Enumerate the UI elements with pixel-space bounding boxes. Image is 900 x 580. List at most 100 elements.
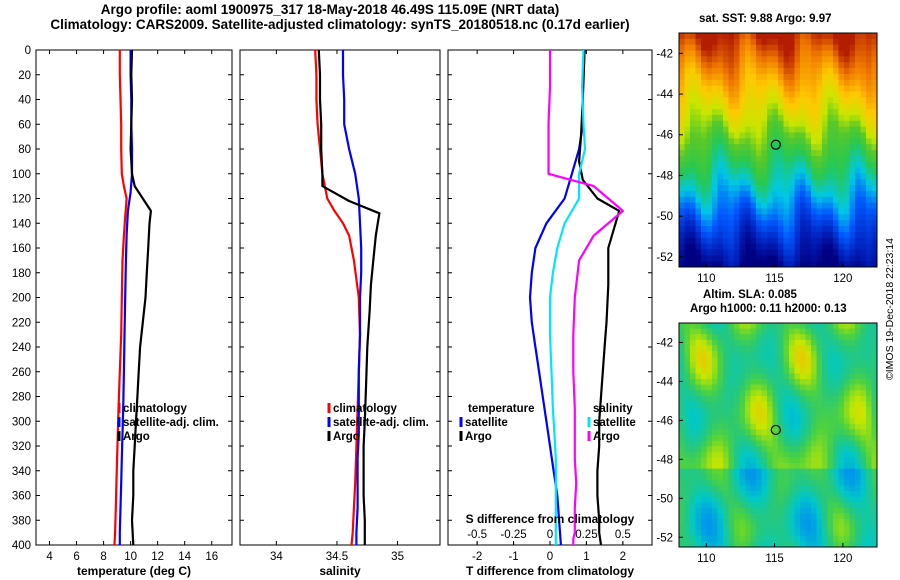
map-cell <box>855 214 861 221</box>
s-diff-tick-label: 0.25 <box>575 529 597 541</box>
map-cell <box>728 231 735 239</box>
map-cell <box>783 535 790 542</box>
map-cell <box>756 202 762 209</box>
map-cell <box>728 79 735 87</box>
map-cell <box>866 202 872 209</box>
map-cell <box>794 226 801 233</box>
map-cell <box>750 214 757 221</box>
map-cell <box>816 507 823 514</box>
map-cell <box>805 530 812 537</box>
map-cell <box>728 97 735 104</box>
map-cell <box>690 226 696 233</box>
map-cell <box>717 524 724 531</box>
map-cell <box>734 339 740 346</box>
map-cell <box>811 114 817 122</box>
map-cell <box>690 190 696 198</box>
map-cell <box>761 231 768 239</box>
map-cell <box>794 334 801 341</box>
map-cell <box>844 56 850 63</box>
map-cell <box>822 395 828 402</box>
map-cell <box>783 379 790 385</box>
map-cell <box>706 97 713 104</box>
map-cell <box>800 334 806 341</box>
map-cell <box>827 91 834 98</box>
map-cell <box>701 214 707 221</box>
map-cell <box>838 339 845 346</box>
map-cell <box>717 243 724 250</box>
map-cell <box>734 132 740 139</box>
map-cell <box>789 440 795 447</box>
map-cell <box>767 401 773 408</box>
map-cell <box>849 513 856 520</box>
map-cell <box>844 423 850 430</box>
map-cell <box>706 407 713 413</box>
map-cell <box>789 114 795 122</box>
map-cell <box>800 150 806 157</box>
map-cell <box>871 255 878 262</box>
map-cell <box>717 138 724 145</box>
map-cell <box>838 384 845 391</box>
map-cell <box>690 384 696 391</box>
map-cell <box>679 161 685 168</box>
map-cell <box>822 407 828 413</box>
map-cell <box>679 120 685 127</box>
map-cell <box>684 373 691 380</box>
map-cell <box>695 214 702 221</box>
map-cell <box>822 463 828 469</box>
map-cell <box>827 231 834 239</box>
map-cell <box>849 530 856 537</box>
map-cell <box>844 202 850 209</box>
map-cell <box>679 179 685 186</box>
map-cell <box>827 38 834 46</box>
map-cell <box>849 214 856 221</box>
map-cell <box>860 62 867 69</box>
map-cell <box>750 173 757 180</box>
map-cell <box>756 255 762 262</box>
map-cell <box>750 167 757 174</box>
map-cell <box>844 407 850 413</box>
map-cell <box>739 144 746 151</box>
map-cell <box>734 33 740 40</box>
map-cell <box>811 132 817 139</box>
map-cell <box>844 73 850 81</box>
map-cell <box>701 114 707 122</box>
map-cell <box>794 502 801 509</box>
map-cell <box>778 323 784 329</box>
map-cell <box>789 345 795 352</box>
map-cell <box>701 155 707 163</box>
map-cell <box>800 173 806 180</box>
map-cell <box>728 435 735 441</box>
map-cell <box>706 440 713 447</box>
map-cell <box>690 220 696 227</box>
map-cell <box>690 114 696 122</box>
map-cell <box>695 243 702 250</box>
map-cell <box>684 328 691 335</box>
map-cell <box>855 44 861 51</box>
map-cell <box>866 485 872 492</box>
map-cell <box>723 179 729 186</box>
map-cell <box>849 190 856 198</box>
map-cell <box>816 185 823 192</box>
map-cell <box>761 97 768 104</box>
map-cell <box>855 418 861 425</box>
map-cell <box>833 535 839 542</box>
map-cell <box>706 395 713 402</box>
map-cell <box>860 126 867 133</box>
map-cell <box>871 491 878 497</box>
map-cell <box>761 91 768 98</box>
map-cell <box>739 339 746 346</box>
map-cell <box>723 457 729 464</box>
map-cell <box>739 379 746 385</box>
map-cell <box>827 249 834 256</box>
map-cell <box>695 202 702 209</box>
map-cell <box>679 220 685 227</box>
map-cell <box>701 435 707 441</box>
map-cell <box>734 214 740 221</box>
map-cell <box>849 457 856 464</box>
map-cell <box>679 446 685 453</box>
map-cell <box>745 451 751 458</box>
map-cell <box>745 126 751 133</box>
map-cell <box>701 226 707 233</box>
map-cell <box>855 196 861 204</box>
map-cell <box>739 519 746 525</box>
